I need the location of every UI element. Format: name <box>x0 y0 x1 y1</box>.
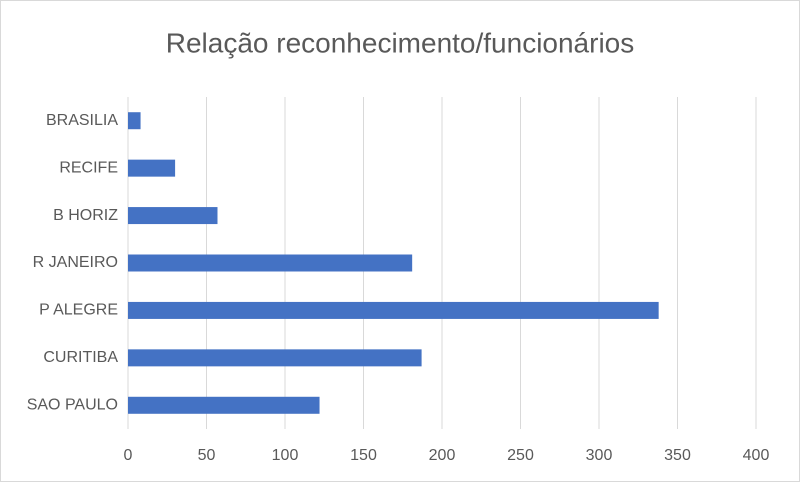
bar <box>128 349 422 367</box>
x-tick-label: 300 <box>586 447 613 464</box>
bar <box>128 396 320 414</box>
chart-title: Relação reconhecimento/funcionários <box>166 27 635 58</box>
x-tick-label: 100 <box>272 447 299 464</box>
x-tick-label: 150 <box>350 447 377 464</box>
x-tick-label: 50 <box>198 447 216 464</box>
y-tick-label: B HORIZ <box>53 207 118 224</box>
y-tick-label: P ALEGRE <box>39 302 118 319</box>
x-tick-label: 350 <box>664 447 691 464</box>
y-tick-label: RECIFE <box>59 159 118 176</box>
bar <box>128 159 176 177</box>
x-tick-label: 400 <box>743 447 770 464</box>
bar <box>128 207 218 225</box>
x-tick-label: 0 <box>124 447 133 464</box>
x-tick-label: 250 <box>507 447 534 464</box>
bar <box>128 254 413 272</box>
y-tick-label: R JANEIRO <box>33 254 118 271</box>
bar <box>128 301 659 319</box>
y-tick-label: SAO PAULO <box>27 397 118 414</box>
y-tick-label: CURITIBA <box>43 349 118 366</box>
bar <box>128 112 141 130</box>
x-tick-label: 200 <box>429 447 456 464</box>
y-tick-label: BRASILIA <box>46 112 118 129</box>
